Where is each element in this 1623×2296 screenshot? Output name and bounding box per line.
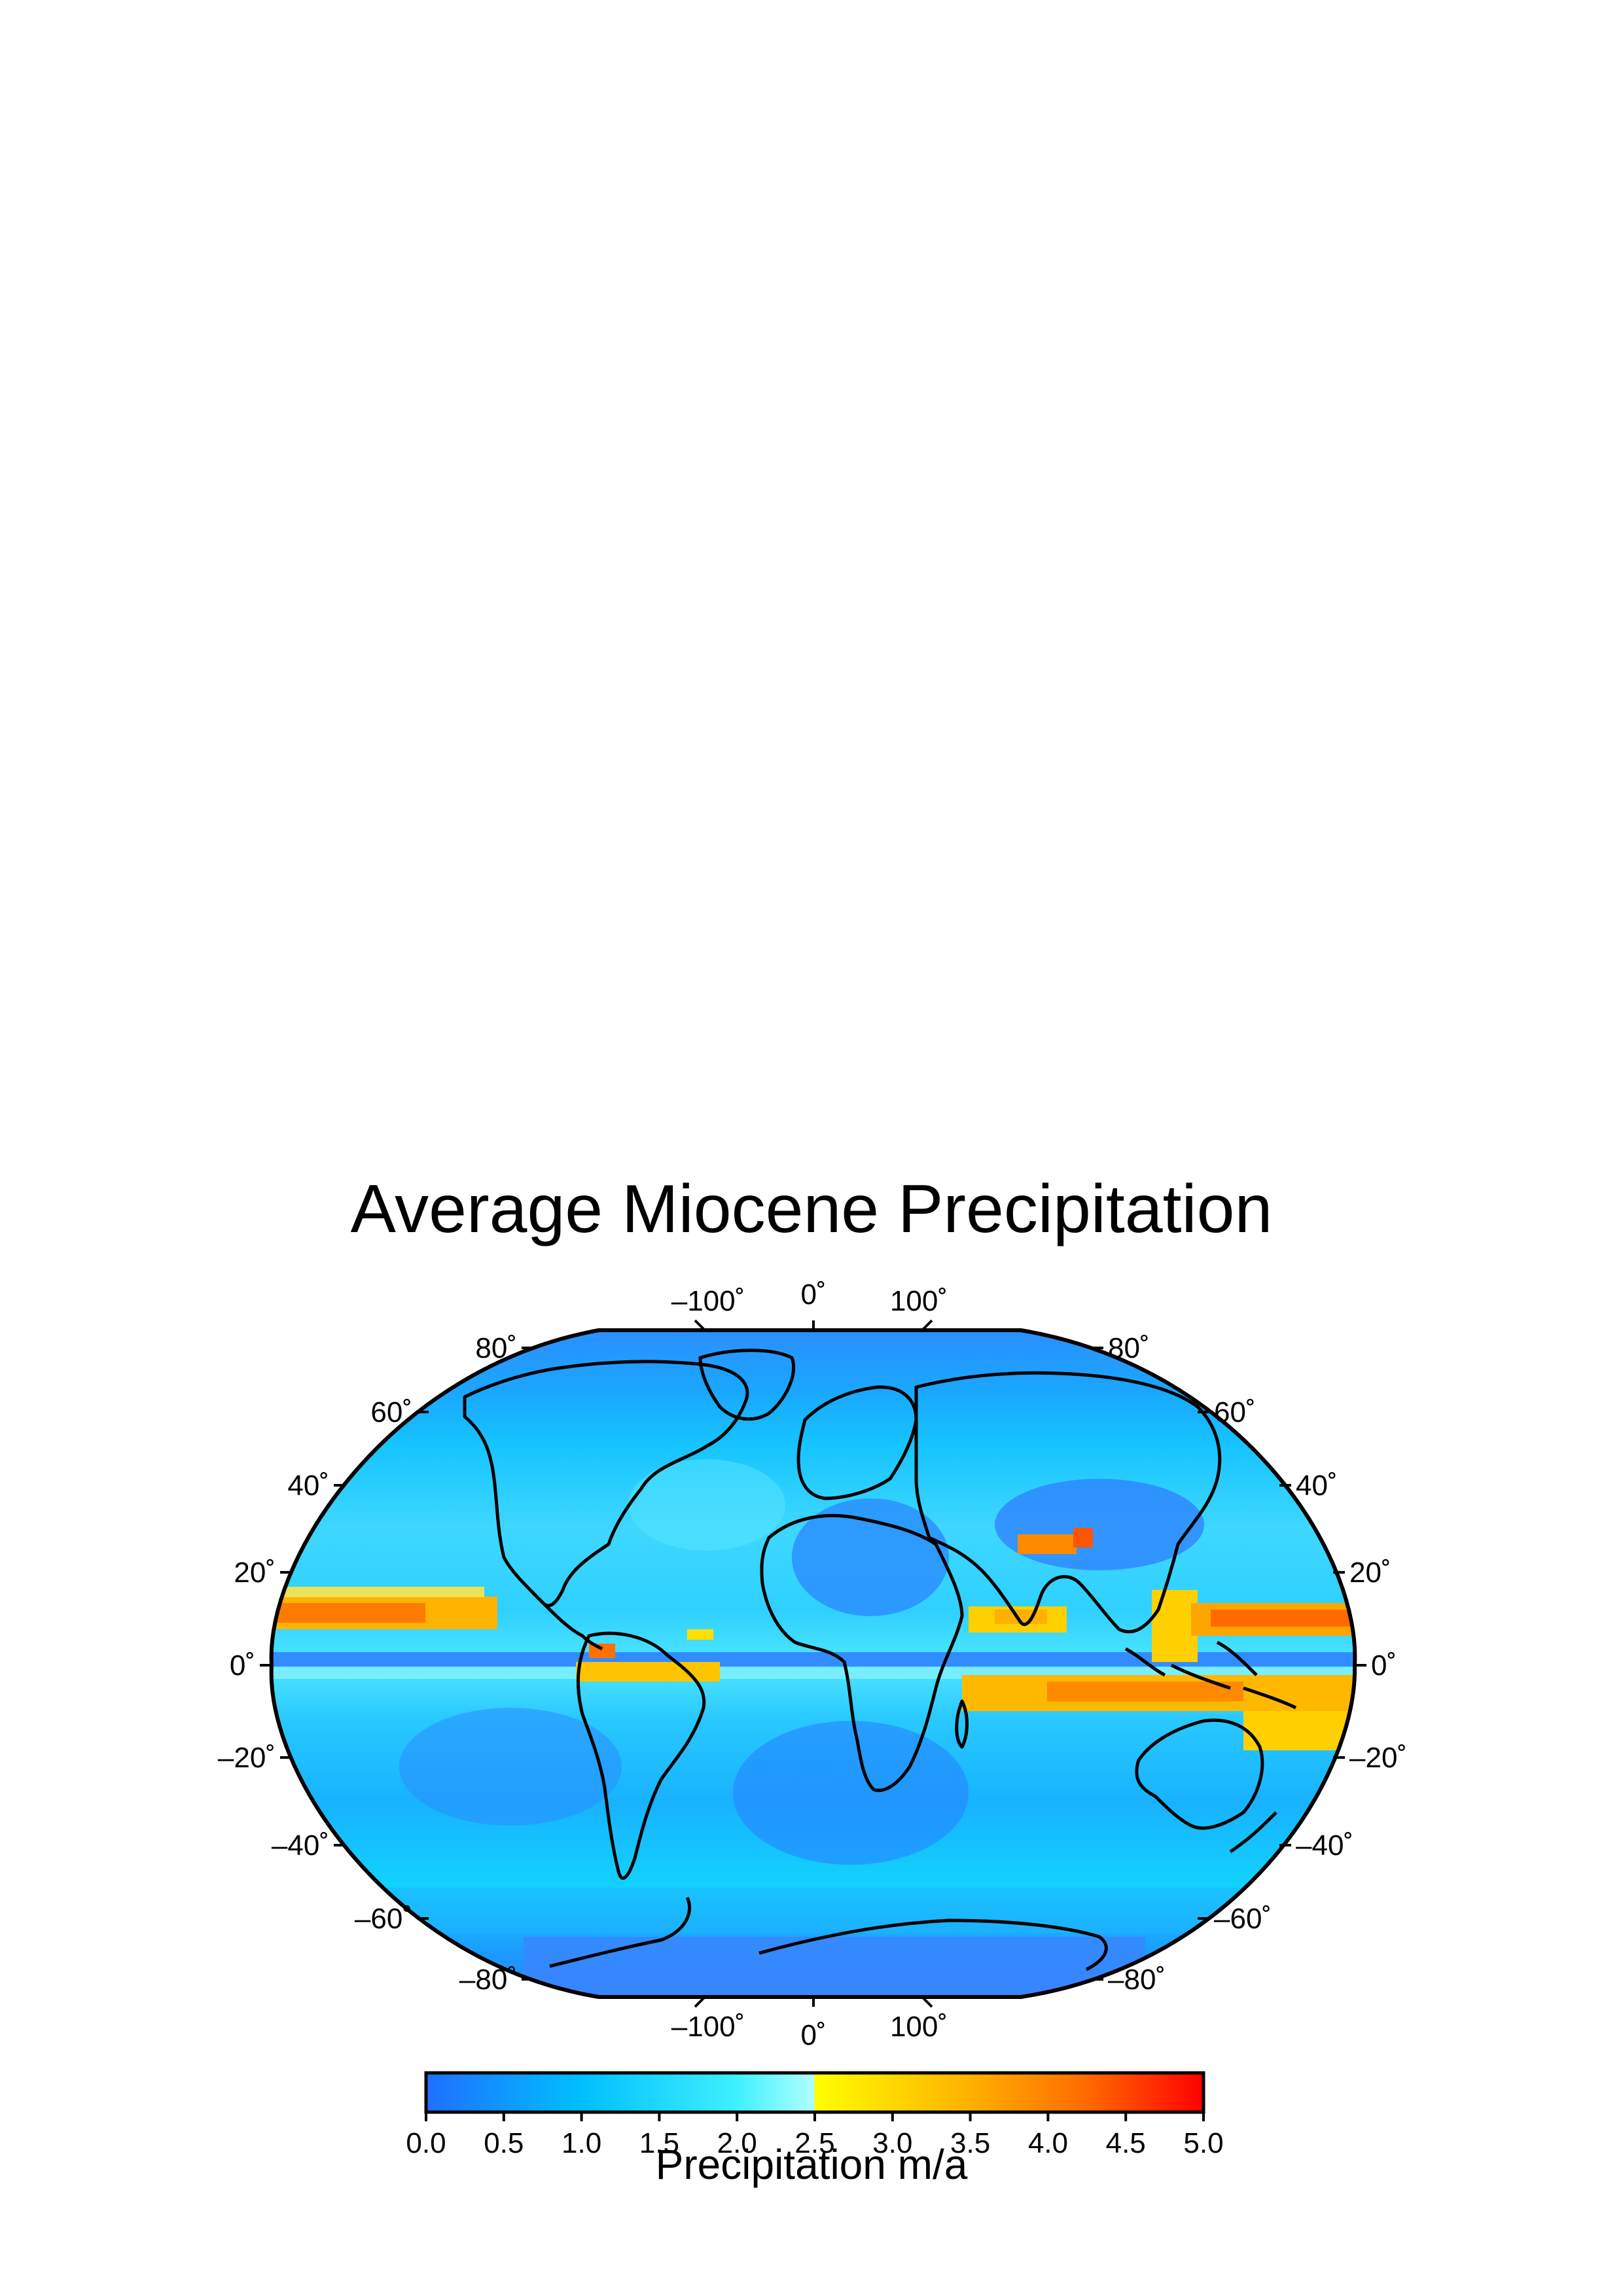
lat-label-right-20: 20˚ (1349, 1557, 1391, 1589)
coast-asia (914, 1371, 1222, 1634)
colorbar-tick-label: 0.5 (484, 2127, 524, 2159)
coastlines (463, 1349, 1297, 1971)
lat-label-left-minus80: –80˚ (459, 1964, 517, 1996)
coast-maritime-islands (1124, 1640, 1297, 1710)
colorbar-tick-label: 3.5 (950, 2127, 990, 2159)
coast-greenland (698, 1349, 796, 1421)
colorbar-tick-label: 4.0 (1028, 2127, 1068, 2159)
coast-australia (1135, 1718, 1264, 1830)
lat-label-left-60: 60˚ (370, 1396, 412, 1428)
lat-label-right-80: 80˚ (1108, 1332, 1150, 1364)
lat-label-left-20: 20˚ (234, 1557, 276, 1589)
colorbar-tick-label: 3.0 (872, 2127, 912, 2159)
lat-label-right-minus40: –40˚ (1296, 1829, 1353, 1862)
colorbar: 0.0 0.5 1.0 1.5 2.0 2.5 3.0 3.5 4.0 4.5 5.0 (406, 2071, 1224, 2159)
colorbar-gradient (424, 2071, 1205, 2114)
coast-madagascar (955, 1699, 969, 1749)
lat-label-right-minus20: –20˚ (1349, 1742, 1407, 1774)
precipitation-field (271, 1330, 1355, 1997)
lat-label-right-40: 40˚ (1296, 1470, 1338, 1502)
lat-ticks (260, 1347, 1366, 1981)
coast-africa (760, 1513, 964, 1792)
colorbar-label: Precipitation m/a (655, 2141, 968, 2188)
colorbar-ticks (425, 2112, 1205, 2121)
lat-label-left-minus60: –60˚ (355, 1903, 412, 1935)
lon-label-top-0: 0˚ (800, 1279, 826, 1311)
lat-label-right-minus60: –60˚ (1214, 1903, 1272, 1935)
colorbar-tick-label: 1.5 (639, 2127, 679, 2159)
map-title: Average Miocene Precipitation (350, 1171, 1273, 1247)
colorbar-tick-labels: 0.0 0.5 1.0 1.5 2.0 2.5 3.0 3.5 4.0 4.5 5.0 (406, 2127, 1223, 2159)
lat-label-right-0: 0˚ (1371, 1650, 1397, 1682)
coast-antarctica (549, 1896, 1108, 1971)
colorbar-tick-label: 1.0 (562, 2127, 601, 2159)
lat-label-left-minus40: –40˚ (272, 1829, 329, 1862)
coast-new-zealand (1229, 1811, 1277, 1854)
lat-label-left-0: 0˚ (230, 1650, 255, 1682)
colorbar-tick-label: 0.0 (406, 2127, 446, 2159)
lon-ticks (694, 1319, 933, 2008)
colorbar-tick-label: 4.5 (1106, 2127, 1146, 2159)
lon-label-bottom-0: 0˚ (800, 2019, 826, 2051)
coast-europe (796, 1385, 918, 1500)
lon-label-bottom-100: 100˚ (890, 2011, 948, 2043)
lon-label-top-minus100: –100˚ (671, 1285, 745, 1317)
colorbar-tick-label: 2.0 (717, 2127, 757, 2159)
colorbar-tick-label: 5.0 (1183, 2127, 1223, 2159)
coast-central-america (542, 1602, 603, 1651)
lat-label-left-80: 80˚ (475, 1332, 517, 1364)
lat-label-left-40: 40˚ (287, 1470, 329, 1502)
map-frame (269, 1328, 1357, 1999)
lat-label-left-minus20: –20˚ (218, 1742, 276, 1774)
lon-label-bottom-minus100: –100˚ (671, 2011, 745, 2043)
lat-label-right-60: 60˚ (1214, 1396, 1256, 1428)
colorbar-tick-label: 2.5 (794, 2127, 834, 2159)
coast-north-america (463, 1360, 749, 1608)
lat-label-right-minus80: –80˚ (1108, 1964, 1166, 1996)
lon-label-top-100: 100˚ (890, 1285, 948, 1317)
coast-south-america (576, 1631, 706, 1880)
